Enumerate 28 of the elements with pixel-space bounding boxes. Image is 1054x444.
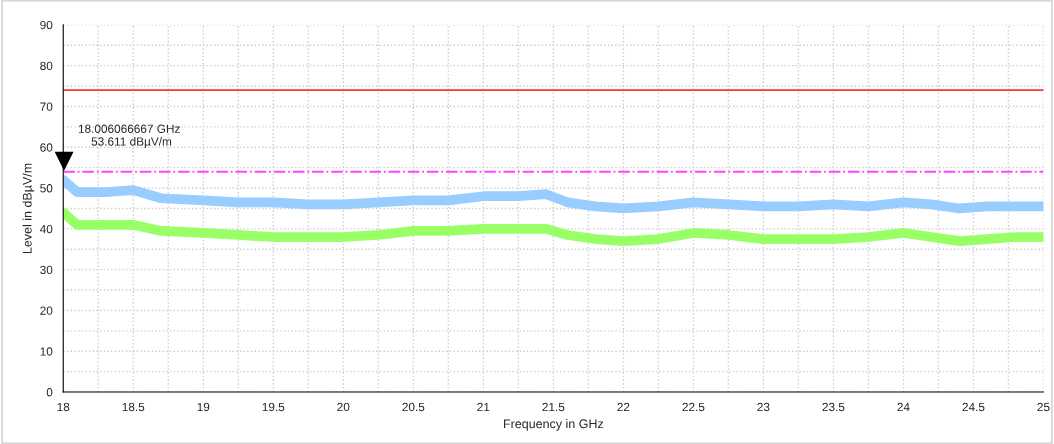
x-tick-label: 23.5: [822, 402, 845, 412]
x-tick-label: 21: [477, 402, 490, 412]
x-tick-label: 20: [337, 402, 350, 412]
y-tick-label: 30: [40, 265, 53, 275]
x-tick-label: 24: [897, 402, 910, 412]
y-tick-label: 70: [40, 102, 53, 111]
x-tick-label: 20.5: [402, 402, 425, 412]
y-tick-label: 0: [46, 388, 53, 397]
x-tick-label: 18.5: [122, 402, 145, 412]
y-tick-label: 80: [40, 61, 53, 71]
annotation: 18.006066667 GHz 53.611 dBµV/m: [78, 124, 180, 148]
x-tick-label: 22.5: [682, 402, 705, 412]
x-tick-label: 19.5: [262, 402, 285, 412]
x-tick-label: 18: [57, 402, 70, 412]
y-tick-label: 20: [40, 306, 53, 315]
y-axis-title: Level in dBµV/m: [22, 163, 35, 254]
y-tick-label: 50: [40, 184, 53, 193]
x-tick-label: 19: [197, 402, 210, 412]
y-tick-label: 60: [40, 143, 53, 152]
x-axis-title: Frequency in GHz: [504, 419, 604, 431]
x-tick-label: 25: [1037, 402, 1050, 412]
y-tick-label: 90: [40, 20, 53, 30]
x-tick-label: 24.5: [962, 402, 985, 412]
x-tick-label: 23: [757, 402, 770, 412]
x-tick-label: 22: [617, 402, 630, 412]
x-tick-label: 21.5: [542, 402, 565, 412]
y-tick-label: 10: [40, 347, 53, 356]
y-tick-label: 40: [39, 224, 53, 234]
